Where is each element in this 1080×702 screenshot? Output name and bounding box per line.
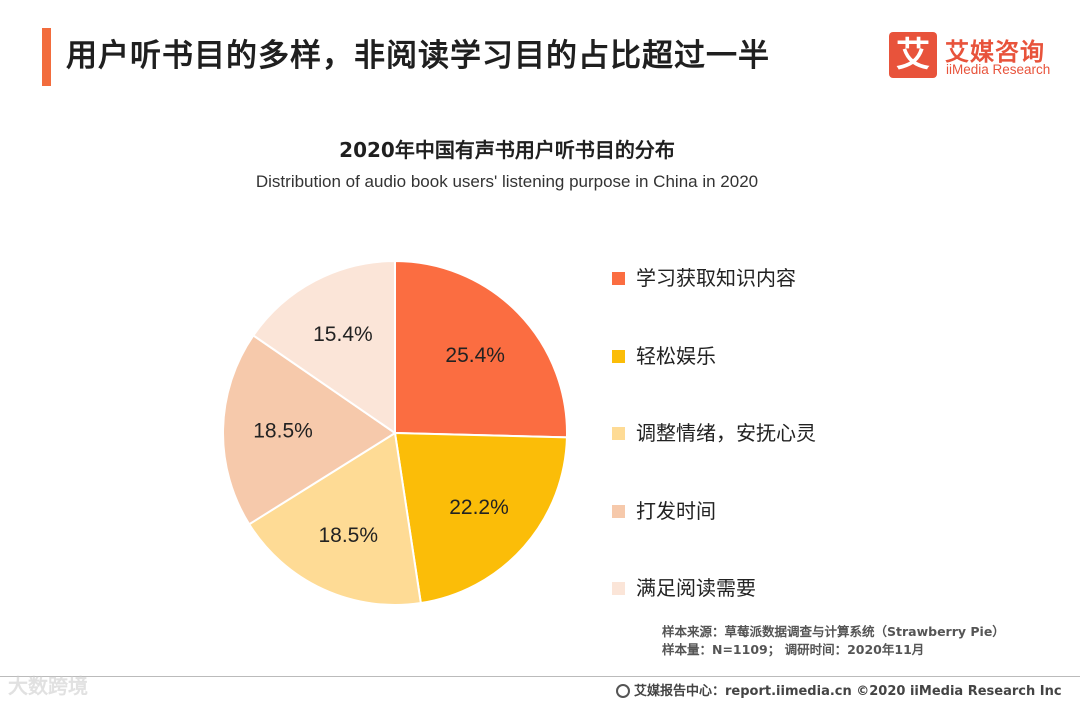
- pie-slice-5: [251, 259, 396, 435]
- footer-divider: [0, 676, 1080, 677]
- legend-swatch: [612, 582, 625, 595]
- page-title: 用户听书目的多样，非阅读学习目的占比超过一半: [66, 38, 770, 74]
- legend-swatch: [612, 504, 625, 518]
- source-line-2: 样本量：N=1109； 调研时间：2020年11月: [662, 642, 925, 657]
- logo-name: 艾媒咨询: [945, 38, 1045, 66]
- legend-label: 打发时间: [636, 498, 716, 523]
- chart-subtitle: Distribution of audio book users' listen…: [255, 172, 759, 191]
- logo-subtitle: iiMedia Research: [946, 62, 1051, 77]
- footer-text: 艾媒报告中心：report.iimedia.cn ©2020 iiMedia R…: [634, 684, 1062, 699]
- pie-data-label-3: 18.5%: [318, 524, 378, 547]
- pie-chart: 25.4% 22.2% 18.5% 18.5% 15.4%: [222, 259, 568, 606]
- source-note: 样本来源：草莓派数据调查与计算系统（Strawberry Pie） 样本量：N=…: [662, 623, 1005, 659]
- pie-slice-2: [393, 431, 568, 605]
- pie-slice-1: [394, 259, 568, 439]
- pie-data-label-5: 15.4%: [313, 323, 373, 346]
- globe-icon: [616, 684, 630, 698]
- legend-swatch: [612, 272, 625, 285]
- pie-slice-4: [222, 334, 397, 526]
- legend-swatch: [612, 349, 625, 363]
- brand-logo: 艾 艾媒咨询 iiMedia Research: [889, 32, 1074, 82]
- watermark: 大数跨境: [8, 674, 88, 698]
- logo-mark: 艾: [889, 32, 937, 78]
- pie-data-label-2: 22.2%: [449, 496, 509, 519]
- chart-title: 2020年中国有声书用户听书目的分布: [339, 138, 675, 162]
- pie-slice-3: [247, 431, 422, 606]
- source-line-1: 样本来源：草莓派数据调查与计算系统（Strawberry Pie）: [662, 624, 1005, 639]
- legend-label: 调整情绪，安抚心灵: [636, 421, 816, 445]
- legend-label: 满足阅读需要: [636, 576, 756, 600]
- pie-labels: 25.4% 22.2% 18.5% 18.5% 15.4%: [253, 323, 509, 547]
- legend-swatch: [612, 427, 625, 440]
- pie-data-label-1: 25.4%: [445, 344, 505, 367]
- pie-slices: [222, 259, 568, 606]
- pie-data-label-4: 18.5%: [253, 420, 313, 443]
- title-accent-bar: [42, 28, 51, 86]
- legend-label: 学习获取知识内容: [636, 266, 796, 290]
- legend-label: 轻松娱乐: [636, 343, 716, 368]
- footer: 艾媒报告中心：report.iimedia.cn ©2020 iiMedia R…: [616, 680, 1062, 699]
